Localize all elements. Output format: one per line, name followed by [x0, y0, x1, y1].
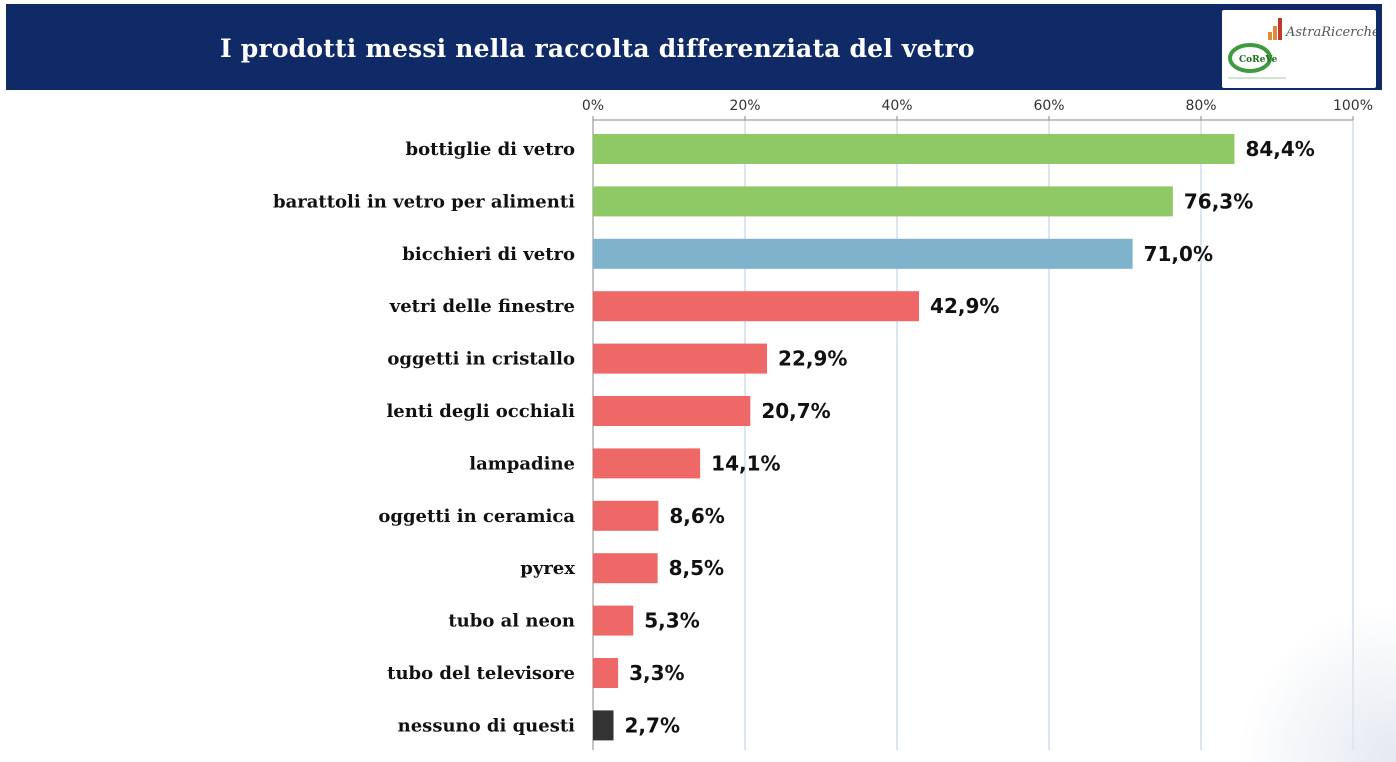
data-label: 84,4%: [1245, 137, 1314, 161]
chart: 0% 20% 40% 60% 80% 100% bottiglie di vetro 84,4…: [0, 90, 1396, 750]
bar: [593, 448, 701, 479]
corner-shade: [1236, 602, 1396, 762]
bar: [593, 238, 1133, 269]
category-label: bottiglie di vetro: [406, 139, 575, 160]
data-label: 71,0%: [1144, 242, 1213, 266]
x-tick-label: 80%: [1185, 98, 1216, 114]
astra-ricerche-coreve-logo-icon: AstraRicerche CoReVe: [1228, 18, 1380, 79]
category-label: lampadine: [469, 453, 575, 474]
logo-wordmark: AstraRicerche: [1285, 25, 1376, 40]
bar: [593, 500, 659, 531]
bar: [593, 553, 658, 584]
bar: [593, 186, 1173, 217]
bar: [593, 291, 920, 322]
data-label: 8,5%: [669, 556, 724, 580]
category-label: bicchieri di vetro: [402, 244, 575, 265]
category-label: nessuno di questi: [398, 715, 576, 736]
logo-subword: CoReVe: [1239, 55, 1278, 65]
title-banner: I prodotti messi nella raccolta differen…: [6, 4, 1382, 90]
x-tick-label: 0%: [582, 98, 604, 114]
category-label: oggetti in cristallo: [387, 349, 575, 370]
x-tick-label: 20%: [729, 98, 760, 114]
data-label: 76,3%: [1184, 189, 1253, 213]
bar: [593, 396, 751, 426]
data-label: 8,6%: [669, 504, 724, 528]
category-label: tubo al neon: [448, 611, 575, 632]
logo-box: AstraRicerche CoReVe: [1222, 10, 1380, 88]
data-label: 22,9%: [778, 347, 847, 371]
x-tick-label: 100%: [1333, 98, 1373, 114]
x-tick-label: 60%: [1033, 98, 1064, 114]
category-label: tubo del televisore: [387, 663, 575, 684]
category-label: oggetti in ceramica: [378, 506, 575, 527]
category-label: vetri delle finestre: [389, 296, 575, 317]
data-label: 5,3%: [644, 609, 699, 633]
category-label: lenti degli occhiali: [386, 401, 575, 422]
category-label: barattoli in vetro per alimenti: [273, 191, 575, 212]
data-label: 14,1%: [711, 451, 780, 475]
bar: [593, 710, 614, 741]
data-label: 2,7%: [625, 713, 680, 737]
bar: [593, 658, 619, 688]
data-label: 3,3%: [629, 661, 684, 685]
category-label: pyrex: [520, 558, 575, 579]
bar: [593, 343, 768, 374]
data-label: 42,9%: [930, 294, 999, 318]
bar-chart-svg: 0% 20% 40% 60% 80% 100% bottiglie di vetro 84,4…: [273, 98, 1373, 750]
data-label: 20,7%: [761, 399, 830, 423]
bar: [593, 134, 1235, 164]
page-title: I prodotti messi nella raccolta differen…: [220, 34, 975, 63]
bar: [593, 605, 634, 636]
x-tick-label: 40%: [881, 98, 912, 114]
